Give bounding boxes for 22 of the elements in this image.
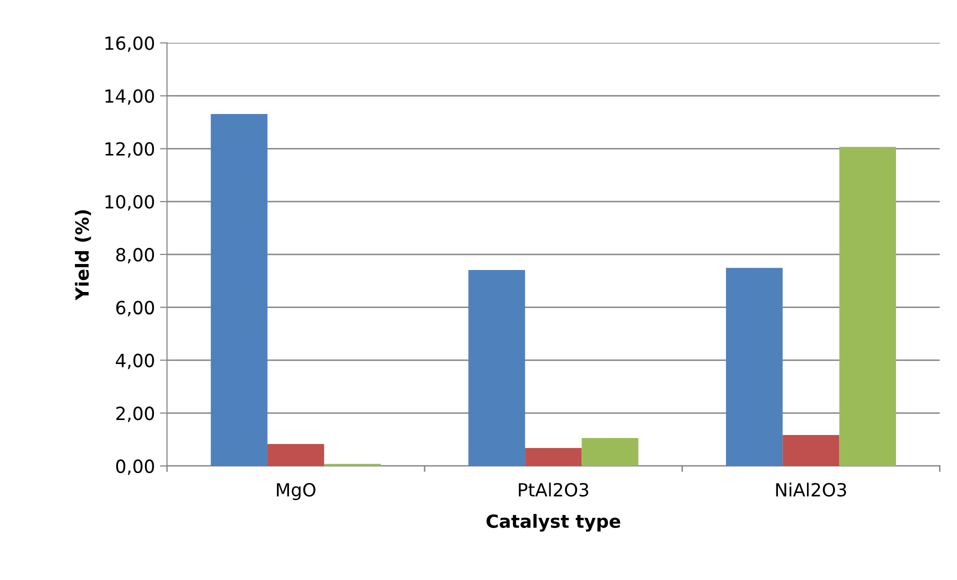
bar — [726, 268, 783, 466]
y-tick-label: 4,00 — [116, 354, 154, 370]
bar — [582, 438, 638, 466]
y-tick-label: 16,00 — [105, 36, 154, 52]
bar — [839, 146, 896, 466]
y-tick-label: 14,00 — [105, 89, 154, 105]
y-tick-label: 10,00 — [105, 195, 154, 211]
y-tick-label: 12,00 — [105, 142, 154, 158]
bar — [210, 114, 268, 466]
y-tick-label: 0,00 — [116, 459, 154, 475]
y-tick-label: 8,00 — [116, 248, 154, 264]
x-axis-title: Catalyst type — [486, 514, 620, 532]
bar — [782, 435, 840, 466]
bar — [468, 270, 526, 466]
bar — [267, 444, 324, 466]
y-tick-label: 2,00 — [116, 406, 154, 422]
y-tick-label: 6,00 — [116, 300, 154, 316]
x-tick-label: NiAl2O3 — [776, 482, 846, 497]
bar — [525, 448, 582, 466]
x-tick-label: MgO — [276, 482, 316, 500]
y-axis-title: Yield (%) — [74, 210, 92, 300]
x-tick-label: PtAl2O3 — [518, 482, 588, 497]
